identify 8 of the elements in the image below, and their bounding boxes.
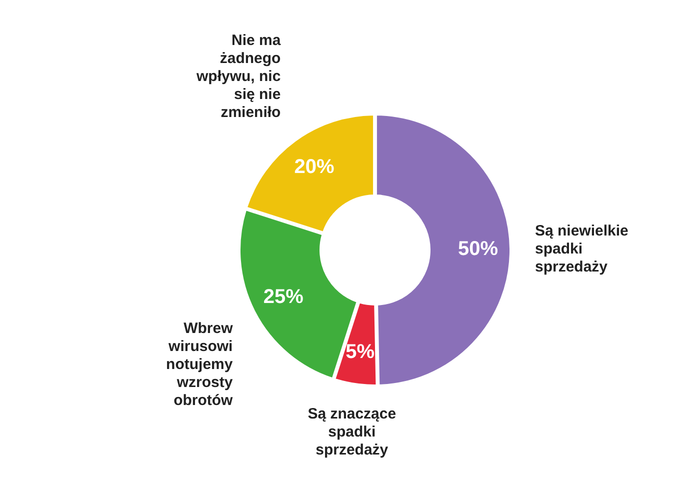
data-label: 25%	[263, 286, 304, 308]
data-label: 50%	[458, 238, 498, 260]
slice-label: Nie ma żadnego wpływu, nic się nie zmieniło	[196, 32, 282, 121]
slice-label: Są niewielkie spadki sprzedaży	[534, 222, 628, 276]
slice-label: Są znaczące spadki sprzedaży	[308, 405, 396, 458]
data-label: 5%	[346, 340, 375, 363]
slice-label: Wbrew wirusowi notujemy wzrosty obrotów	[166, 320, 234, 410]
data-label: 20%	[294, 156, 335, 178]
